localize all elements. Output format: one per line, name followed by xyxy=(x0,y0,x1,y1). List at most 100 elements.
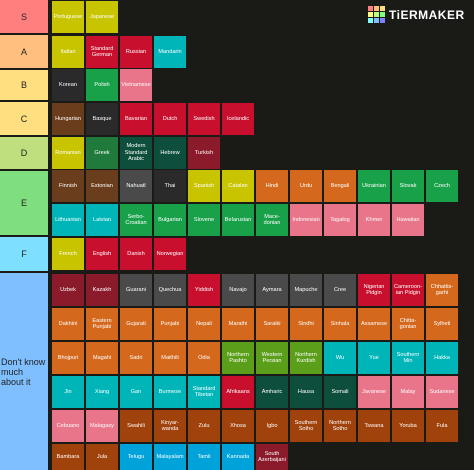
tier-item-tile[interactable]: Malay xyxy=(392,376,424,408)
tier-item-tile[interactable]: Southern Min xyxy=(392,342,424,374)
tier-item-tile[interactable]: Estonian xyxy=(86,170,118,202)
tier-item-tile[interactable]: Hakka xyxy=(426,342,458,374)
tier-item-tile[interactable]: Northern Kurdish xyxy=(290,342,322,374)
tier-item-tile[interactable]: Kinyar-wanda xyxy=(154,410,186,442)
tier-item-tile[interactable]: Thai xyxy=(154,170,186,202)
tier-item-tile[interactable]: Bambara xyxy=(52,444,84,470)
tier-item-tile[interactable]: Cameroon-ian Pidgin xyxy=(392,274,424,306)
tier-item-tile[interactable]: Vietnamese xyxy=(120,69,152,101)
tier-item-tile[interactable]: Mandarin xyxy=(154,36,186,68)
tier-item-tile[interactable]: Amharic xyxy=(256,376,288,408)
tier-item-tile[interactable]: Kannada xyxy=(222,444,254,470)
tier-item-tile[interactable]: Marathi xyxy=(222,308,254,340)
tier-item-tile[interactable]: Hebrew xyxy=(154,137,186,169)
tier-item-tile[interactable]: Afrikaans xyxy=(222,376,254,408)
tier-item-tile[interactable]: Maithili xyxy=(154,342,186,374)
tier-item-tile[interactable]: Telugu xyxy=(120,444,152,470)
tier-item-tile[interactable]: Tamil xyxy=(188,444,220,470)
tier-item-tile[interactable]: Aymara xyxy=(256,274,288,306)
tier-item-tile[interactable]: Dakhini xyxy=(52,308,84,340)
tier-item-tile[interactable]: Urdu xyxy=(290,170,322,202)
tier-item-tile[interactable]: Turkish xyxy=(188,137,220,169)
tier-item-tile[interactable]: Hawaiian xyxy=(392,204,424,236)
tier-item-tile[interactable]: Sudanese xyxy=(426,376,458,408)
tier-item-tile[interactable]: Bhojpuri xyxy=(52,342,84,374)
tier-item-tile[interactable]: Nigerian Pidgin xyxy=(358,274,390,306)
tier-item-tile[interactable]: Wu xyxy=(324,342,356,374)
tier-item-tile[interactable]: Xiang xyxy=(86,376,118,408)
tier-item-tile[interactable]: Romanian xyxy=(52,137,84,169)
tier-item-tile[interactable]: Northern Pashto xyxy=(222,342,254,374)
tier-item-tile[interactable]: Eastern Punjabi xyxy=(86,308,118,340)
tier-item-tile[interactable]: Dutch xyxy=(154,103,186,135)
tier-item-tile[interactable]: Navajo xyxy=(222,274,254,306)
tier-item-tile[interactable]: Odia xyxy=(188,342,220,374)
tier-item-tile[interactable]: Malayalam xyxy=(154,444,186,470)
tier-item-tile[interactable]: Yiddish xyxy=(188,274,220,306)
tier-item-tile[interactable]: English xyxy=(86,238,118,270)
tier-item-tile[interactable]: Sindhi xyxy=(290,308,322,340)
tier-item-tile[interactable]: Indonesian xyxy=(290,204,322,236)
tier-item-tile[interactable]: Sylheti xyxy=(426,308,458,340)
tier-label[interactable]: S xyxy=(0,0,50,33)
tier-item-tile[interactable]: Latvian xyxy=(86,204,118,236)
tier-label[interactable]: A xyxy=(0,35,50,68)
tier-item-tile[interactable]: Mapuche xyxy=(290,274,322,306)
tier-item-tile[interactable]: Standard Tibetan xyxy=(188,376,220,408)
tier-item-tile[interactable]: Standard German xyxy=(86,36,118,68)
tier-item-tile[interactable]: Gujarati xyxy=(120,308,152,340)
tier-item-tile[interactable]: Italian xyxy=(52,36,84,68)
tier-item-tile[interactable]: Jula xyxy=(86,444,118,470)
tier-item-tile[interactable]: Polish xyxy=(86,69,118,101)
tier-item-tile[interactable]: Jin xyxy=(52,376,84,408)
tier-item-tile[interactable]: Cebuano xyxy=(52,410,84,442)
tier-item-tile[interactable]: Belarusian xyxy=(222,204,254,236)
tier-item-tile[interactable]: Khmer xyxy=(358,204,390,236)
tier-item-tile[interactable]: Sinhala xyxy=(324,308,356,340)
tier-item-tile[interactable]: Portuguese xyxy=(52,1,84,33)
tier-item-tile[interactable]: Mace-donian xyxy=(256,204,288,236)
tier-item-tile[interactable]: Northern Sotho xyxy=(324,410,356,442)
tier-item-tile[interactable]: Malagasy xyxy=(86,410,118,442)
tier-item-tile[interactable]: Basque xyxy=(86,103,118,135)
tier-item-tile[interactable]: Uzbek xyxy=(52,274,84,306)
tier-item-tile[interactable]: Greek xyxy=(86,137,118,169)
tier-item-tile[interactable]: Yoruba xyxy=(392,410,424,442)
tier-item-tile[interactable]: Korean xyxy=(52,69,84,101)
tier-item-tile[interactable]: Chhattis-garhi xyxy=(426,274,458,306)
tier-item-tile[interactable]: Russian xyxy=(120,36,152,68)
tier-item-tile[interactable]: Magahi xyxy=(86,342,118,374)
tier-item-tile[interactable]: Southern Sotho xyxy=(290,410,322,442)
tier-item-tile[interactable]: Tagalog xyxy=(324,204,356,236)
tier-item-tile[interactable]: Cree xyxy=(324,274,356,306)
tier-item-tile[interactable]: Punjabi xyxy=(154,308,186,340)
tier-item-tile[interactable]: Somali xyxy=(324,376,356,408)
tier-item-tile[interactable]: Fula xyxy=(426,410,458,442)
tier-item-tile[interactable]: Xhosa xyxy=(222,410,254,442)
tier-item-tile[interactable]: Igbo xyxy=(256,410,288,442)
tier-item-tile[interactable]: Bengali xyxy=(324,170,356,202)
tier-item-tile[interactable]: Hungarian xyxy=(52,103,84,135)
tier-item-tile[interactable]: Swedish xyxy=(188,103,220,135)
tier-label[interactable]: Don't know much about it xyxy=(0,273,50,470)
tier-item-tile[interactable]: Nahuatl xyxy=(120,170,152,202)
tier-item-tile[interactable]: Ukrainian xyxy=(358,170,390,202)
tier-item-tile[interactable]: Saraiki xyxy=(256,308,288,340)
tier-item-tile[interactable]: Hausa xyxy=(290,376,322,408)
tier-item-tile[interactable]: Western Persian xyxy=(256,342,288,374)
tier-item-tile[interactable]: Slovene xyxy=(188,204,220,236)
tier-item-tile[interactable]: Assamese xyxy=(358,308,390,340)
tier-item-tile[interactable]: Norwegian xyxy=(154,238,186,270)
tier-item-tile[interactable]: Swahili xyxy=(120,410,152,442)
tier-item-tile[interactable]: Kazakh xyxy=(86,274,118,306)
tier-item-tile[interactable]: Danish xyxy=(120,238,152,270)
tier-item-tile[interactable]: Zulu xyxy=(188,410,220,442)
tier-item-tile[interactable]: Slovak xyxy=(392,170,424,202)
tier-item-tile[interactable]: Japanese xyxy=(86,1,118,33)
tiermaker-logo[interactable]: TiERMAKER xyxy=(368,6,465,23)
tier-item-tile[interactable]: Sadri xyxy=(120,342,152,374)
tier-item-tile[interactable]: Modern Standard Arabic xyxy=(120,137,152,169)
tier-item-tile[interactable]: Javanese xyxy=(358,376,390,408)
tier-label[interactable]: D xyxy=(0,137,50,169)
tier-item-tile[interactable]: Nepali xyxy=(188,308,220,340)
